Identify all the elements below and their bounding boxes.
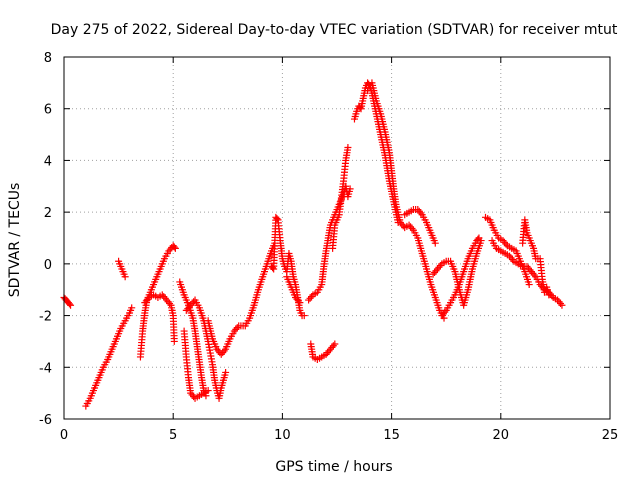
- series-s11: [283, 273, 304, 307]
- plot-frame: [63, 56, 611, 420]
- data-point: [331, 340, 339, 348]
- series-s12: [307, 340, 339, 364]
- series-s22: [519, 216, 553, 299]
- data-point-trace: [474, 235, 482, 243]
- data-point-trace: [508, 256, 516, 264]
- y-tick-label: 2: [44, 206, 52, 221]
- data-point-trace: [166, 300, 174, 308]
- data-point: [121, 273, 129, 281]
- data-point-trace: [65, 300, 73, 308]
- data-point-trace: [556, 300, 564, 308]
- series-s16: [364, 79, 448, 322]
- data-point: [545, 291, 553, 299]
- data-point-trace: [308, 293, 316, 301]
- data-point-trace: [220, 347, 228, 355]
- data-point: [171, 244, 179, 252]
- data-point: [346, 185, 354, 193]
- data-point-trace: [269, 264, 277, 272]
- data-point: [222, 368, 230, 376]
- y-tick-label: 4: [44, 154, 52, 169]
- x-tick-label: 20: [493, 428, 510, 443]
- x-tick-label: 0: [60, 428, 68, 443]
- data-point: [300, 312, 308, 320]
- y-tick-label: -6: [39, 413, 52, 428]
- x-axis-label: GPS time / hours: [275, 459, 392, 475]
- series-s10: [267, 213, 308, 320]
- series-s3: [115, 257, 129, 281]
- series-s8: [180, 327, 212, 402]
- x-tick-label: 25: [602, 428, 619, 443]
- data-point: [296, 299, 304, 307]
- x-tick-labels: 0 5 10 15 20 25: [60, 428, 618, 443]
- series-s2: [82, 304, 136, 410]
- y-tick-label: 6: [44, 103, 52, 118]
- series-s1: [60, 293, 75, 309]
- series-s14: [329, 144, 352, 252]
- y-tick-label: 8: [44, 51, 52, 66]
- data-point-trace: [170, 243, 178, 251]
- x-tick-label: 5: [169, 428, 177, 443]
- x-tick-label: 15: [383, 428, 400, 443]
- data-point: [558, 301, 566, 309]
- data-point: [204, 387, 212, 395]
- data-point-trace: [530, 271, 538, 279]
- data-point: [128, 304, 136, 312]
- y-tick-label: -4: [39, 361, 52, 376]
- y-tick-label: -2: [39, 310, 52, 325]
- data-points: [60, 79, 566, 410]
- data-point-trace: [502, 240, 510, 248]
- data-point: [344, 144, 352, 151]
- chart-title: Day 275 of 2022, Sidereal Day-to-day VTE…: [51, 22, 618, 38]
- series-s9: [204, 242, 278, 358]
- series-s17: [401, 206, 439, 247]
- data-point: [67, 301, 75, 309]
- data-point-trace: [441, 308, 449, 316]
- data-point-trace: [233, 324, 241, 332]
- data-point: [170, 337, 178, 345]
- x-tick-label: 10: [274, 428, 291, 443]
- y-tick-label: 0: [44, 258, 52, 273]
- data-point-trace: [273, 215, 281, 223]
- data-point-trace: [294, 297, 302, 305]
- series-s19: [438, 234, 483, 320]
- data-point-trace: [408, 225, 416, 233]
- series-s5: [141, 291, 178, 345]
- data-point-trace: [144, 295, 152, 303]
- y-axis-label: SDTVAR / TECUs: [7, 183, 23, 298]
- data-point-trace: [436, 262, 444, 270]
- data-point-trace: [417, 209, 425, 217]
- data-point: [475, 234, 483, 242]
- y-tick-labels: -6 -4 -2 0 2 4 6 8: [39, 51, 52, 428]
- series-s7: [182, 296, 230, 402]
- data-point-trace: [329, 342, 337, 350]
- data-point-trace: [356, 103, 364, 111]
- data-point: [525, 281, 533, 289]
- data-point: [431, 239, 439, 247]
